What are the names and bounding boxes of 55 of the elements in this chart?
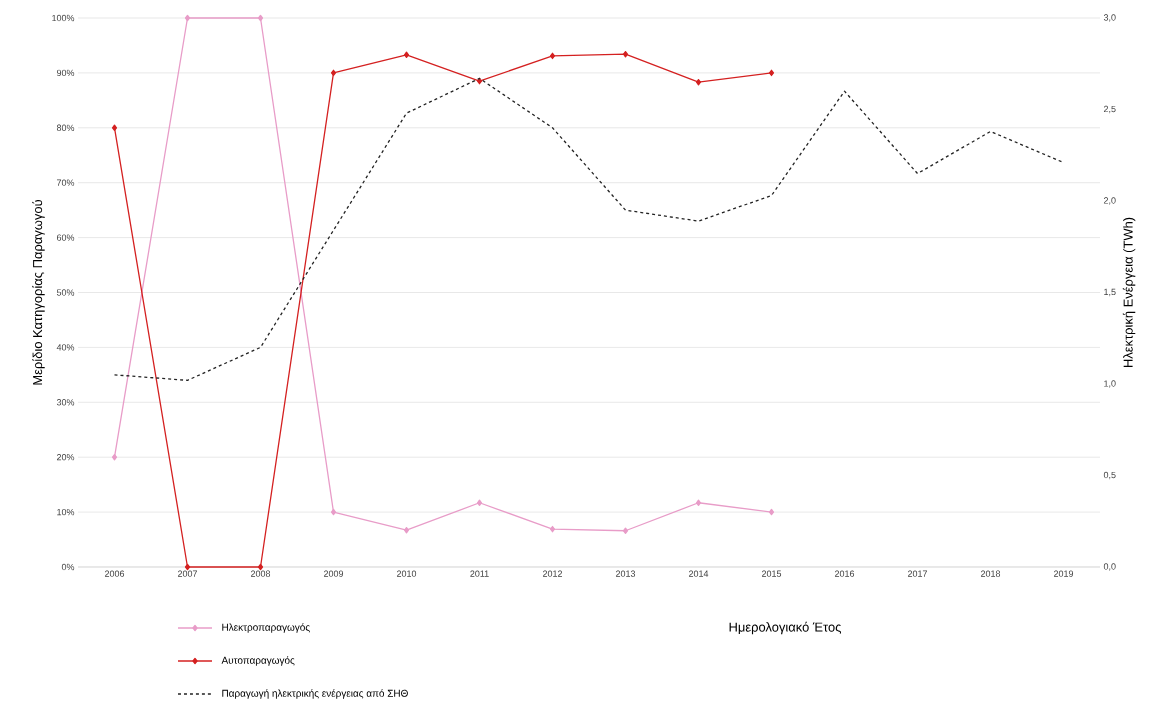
y2-tick-label: 0,0 (1103, 563, 1116, 571)
y-axis-title: Μερίδιο Κατηγορίας Παραγωγού (32, 199, 45, 385)
point (111, 124, 118, 132)
x-tick-label: 2012 (542, 570, 563, 577)
y2-tick-label: 2,5 (1103, 105, 1116, 114)
x-tick-label: 2019 (1053, 570, 1074, 577)
point (330, 69, 337, 77)
x-tick-label: 2016 (834, 570, 855, 577)
y2-tick-label: 1,0 (1104, 380, 1116, 388)
y-tick-label: 50% (56, 289, 75, 296)
point (257, 14, 264, 22)
point (549, 52, 556, 60)
x-tick-label: 2011 (470, 570, 489, 577)
legend-label: Ηλεκτροπαραγωγός (222, 623, 310, 633)
x-tick-label: 2015 (761, 570, 782, 577)
y-tick-label: 100% (52, 14, 75, 22)
x-tick-label: 2006 (104, 570, 125, 577)
y2-tick-label: 2,0 (1103, 197, 1116, 205)
y2-tick-label: 1,5 (1104, 288, 1116, 297)
point (403, 51, 410, 59)
y-tick-label: 10% (57, 508, 75, 516)
y-tick-label: 0% (61, 563, 75, 571)
y-tick-label: 20% (56, 454, 75, 461)
point (695, 499, 702, 507)
point (622, 50, 629, 58)
point (111, 453, 118, 461)
y2-tick-label: 3,0 (1103, 14, 1116, 22)
x-axis-title: Ημερολογιακό Έτος (729, 621, 842, 635)
point (184, 14, 191, 22)
x-tick-label: 2014 (688, 570, 709, 577)
legend-label: Παραγωγή ηλεκτρικής ενέργειας από ΣΗΘ (222, 689, 408, 699)
x-tick-label: 2010 (396, 570, 417, 577)
point (695, 78, 702, 86)
point (768, 508, 775, 516)
point (476, 499, 483, 507)
y-tick-label: 60% (56, 234, 75, 241)
y-tick-label: 70% (56, 179, 75, 186)
x-tick-label: 2018 (980, 570, 1001, 577)
y-tick-label: 40% (56, 344, 75, 351)
y-tick-label: 80% (56, 124, 75, 131)
y2-axis-title: Ηλεκτρική Ενέργεια (TWh) (1122, 217, 1136, 368)
point (622, 527, 629, 535)
point (768, 69, 775, 77)
x-tick-label: 2007 (177, 570, 198, 577)
x-tick-label: 2013 (615, 570, 636, 577)
y2-tick-label: 0,5 (1103, 471, 1116, 480)
y-tick-label: 30% (56, 399, 75, 406)
x-tick-label: 2009 (323, 570, 344, 577)
x-tick-label: 2008 (250, 570, 271, 577)
point (403, 526, 410, 534)
x-tick-label: 2017 (907, 570, 928, 577)
y-tick-label: 90% (56, 69, 75, 77)
point (330, 508, 337, 516)
legend-label: Αυτοπαραγωγός (221, 656, 295, 666)
point (549, 525, 556, 533)
